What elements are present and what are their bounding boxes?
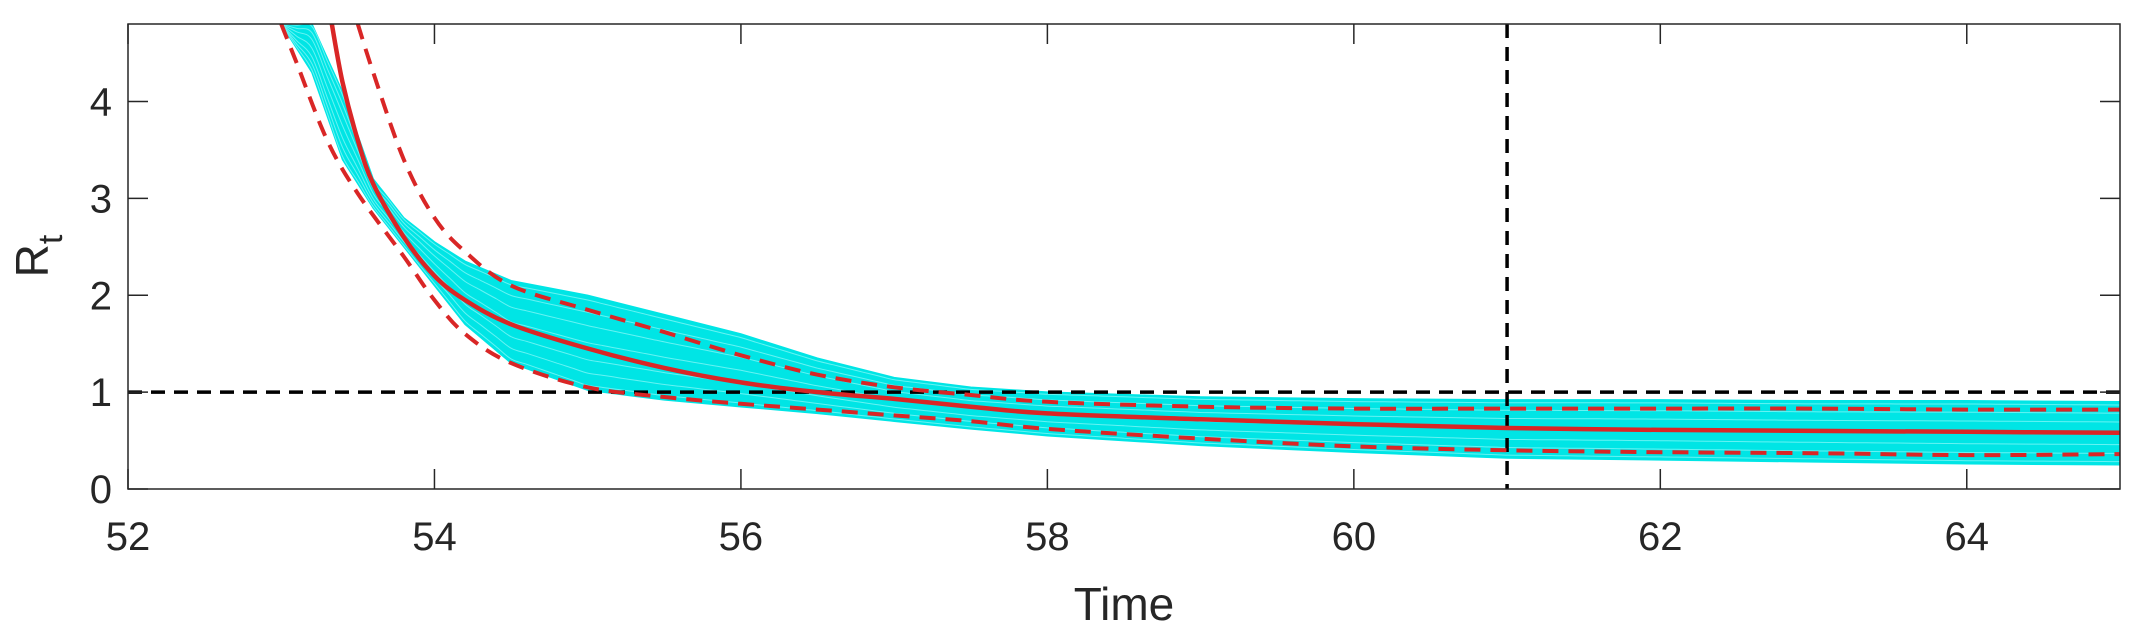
y-tick-label: 3 (90, 177, 112, 221)
ensemble-trajectory (280, 24, 2120, 454)
plot-frame (127, 23, 2121, 490)
y-tick-label: 1 (90, 371, 112, 415)
y-axis-label-main: R (6, 244, 58, 277)
x-tick-label: 62 (1638, 515, 1683, 559)
ensemble-trajectory (280, 24, 2120, 463)
y-tick-label: 2 (90, 274, 112, 318)
x-tick-label: 58 (1025, 515, 1070, 559)
x-tick-label: 64 (1945, 515, 1990, 559)
y-axis-label-subscript: t (32, 234, 70, 244)
ensemble-trajectory (280, 24, 2120, 446)
median-line (329, 24, 2120, 436)
y-tick-label: 4 (90, 81, 112, 125)
ensemble-trajectory (280, 24, 2120, 423)
ensemble-trajectory (281, 24, 2120, 406)
lower-quantile-line (279, 24, 2120, 458)
y-tick-label: 0 (90, 468, 112, 512)
x-tick-label: 52 (106, 515, 151, 559)
x-tick-label: 54 (412, 515, 457, 559)
ensemble-band (280, 24, 2120, 466)
x-tick-label: 60 (1332, 515, 1377, 559)
x-axis-label: Time (1074, 578, 1175, 627)
y-axis-label: Rt (6, 234, 70, 277)
upper-quantile-line (355, 24, 2120, 412)
x-tick-label: 56 (719, 515, 764, 559)
